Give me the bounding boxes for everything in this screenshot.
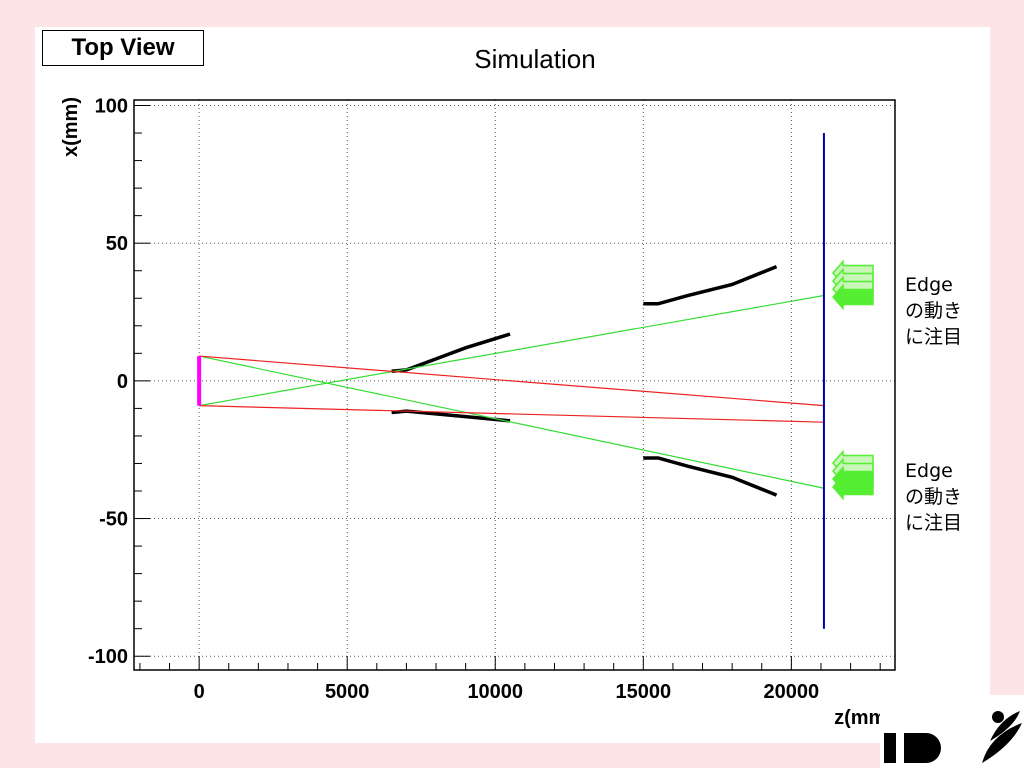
series-line-0	[391, 332, 511, 373]
series-line-2	[643, 264, 778, 306]
simulation-plot: Simulation 0 5000 10000 15000 20000 100 50 0 -50…	[60, 44, 896, 729]
x-tick-label: 20000	[764, 681, 820, 703]
series-line-4	[199, 355, 825, 489]
series-line-3	[643, 456, 778, 497]
y-tick-label: -50	[99, 509, 128, 531]
institution-logo	[880, 695, 1024, 768]
series-line-7	[199, 405, 824, 423]
plot-canvas: Top View Simulation 0 5000 10000 15000 20000…	[35, 27, 990, 743]
y-axis-title: x(mm)	[60, 97, 82, 157]
x-tick-label: 5000	[325, 681, 370, 703]
chart-title: Simulation	[474, 44, 595, 74]
series-layer	[197, 133, 825, 629]
edge-annotation-upper: Edge の動き に注目	[905, 274, 963, 348]
grid-layer	[134, 100, 895, 670]
view-label-box: Top View	[42, 30, 204, 66]
upper-edge-arrow-3	[832, 283, 874, 311]
y-tick-label: 0	[117, 371, 128, 393]
view-label: Top View	[71, 34, 175, 61]
x-tick-label: 10000	[467, 681, 523, 703]
series-line-1	[391, 409, 511, 423]
y-tick-label: 50	[106, 233, 128, 255]
x-tick-label: 15000	[615, 681, 671, 703]
arrow-layer	[832, 259, 874, 501]
lower-edge-arrow-3	[832, 473, 874, 501]
series-line-5	[199, 294, 825, 407]
y-tick-label: 100	[95, 96, 128, 118]
x-axis-title: z(mm)	[834, 707, 893, 729]
edge-annotation-lower: Edge の動き に注目	[905, 460, 963, 534]
plot-frame	[133, 99, 896, 671]
y-tick-label: -100	[88, 646, 128, 668]
x-tick-label: 0	[194, 681, 205, 703]
tick-layer: 0 5000 10000 15000 20000 100 50 0 -50 -100	[88, 96, 881, 703]
series-line-6	[199, 355, 824, 407]
